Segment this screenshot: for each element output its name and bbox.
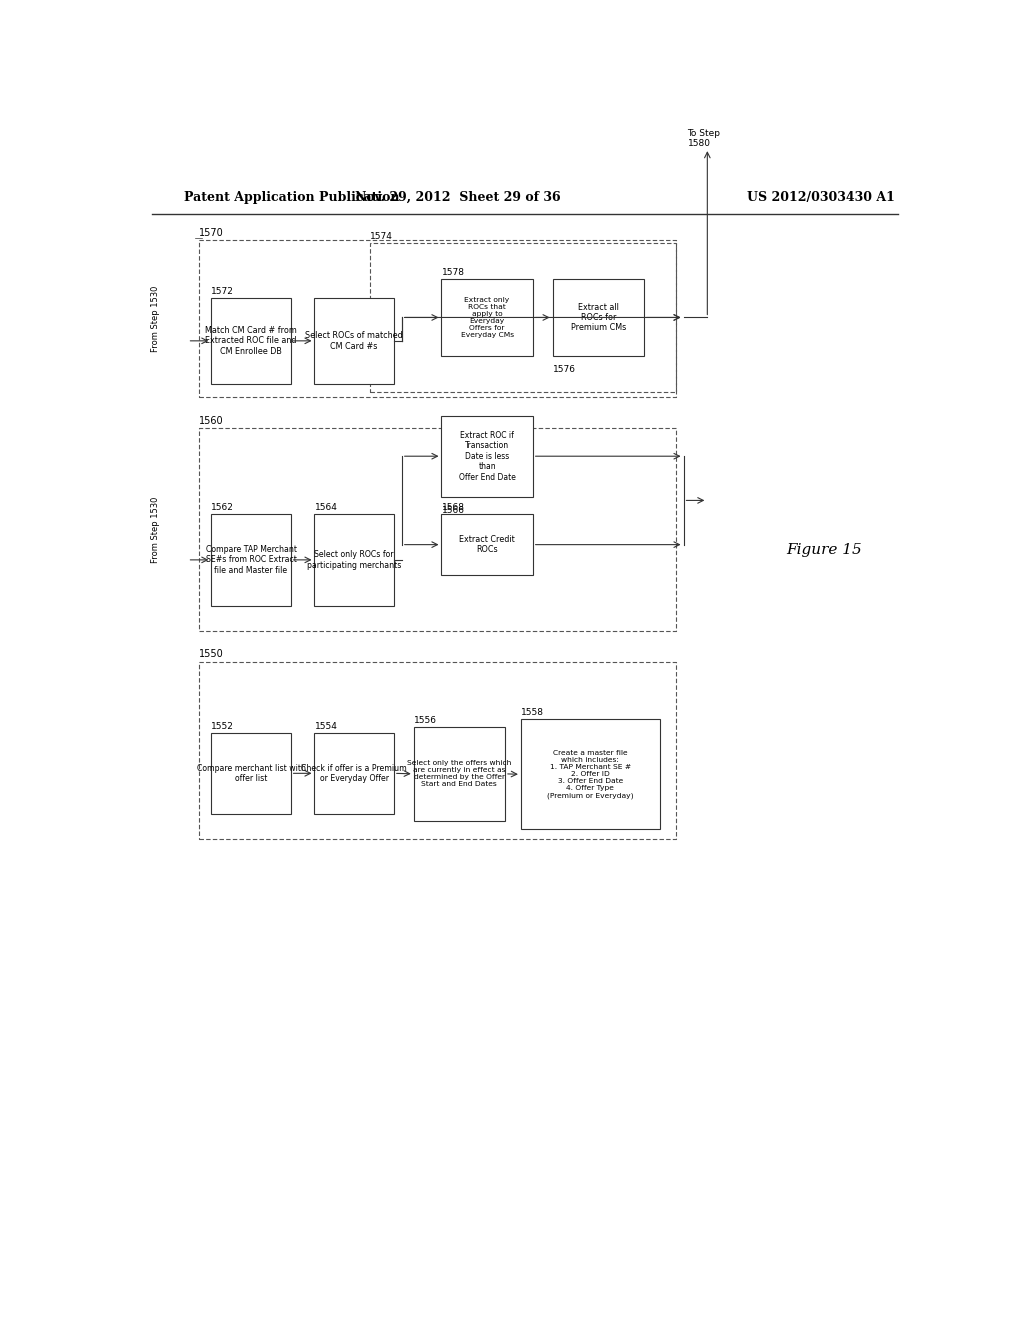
FancyBboxPatch shape [211,297,291,384]
Text: US 2012/0303430 A1: US 2012/0303430 A1 [748,190,895,203]
FancyBboxPatch shape [314,297,394,384]
Text: 1578: 1578 [441,268,465,277]
Text: 1556: 1556 [414,715,436,725]
FancyBboxPatch shape [211,515,291,606]
Text: 1570: 1570 [200,227,224,238]
Text: To Step
1580: To Step 1580 [687,129,721,148]
Text: 1564: 1564 [314,503,337,512]
Text: Extract only
ROCs that
apply to
Everyday
Offers for
Everyday CMs: Extract only ROCs that apply to Everyday… [461,297,514,338]
FancyBboxPatch shape [441,416,532,496]
Text: 1574: 1574 [370,232,393,240]
Text: Select only ROCs for
participating merchants: Select only ROCs for participating merch… [307,550,401,569]
Text: Compare merchant list with
offer list: Compare merchant list with offer list [197,764,305,783]
Text: Nov. 29, 2012  Sheet 29 of 36: Nov. 29, 2012 Sheet 29 of 36 [354,190,560,203]
Text: Compare TAP Merchant
SE#s from ROC Extract
file and Master file: Compare TAP Merchant SE#s from ROC Extra… [206,545,297,574]
Text: From Step 1530: From Step 1530 [152,285,161,351]
Text: 1562: 1562 [211,503,234,512]
Text: 1576: 1576 [553,364,575,374]
Text: Patent Application Publication: Patent Application Publication [183,190,399,203]
Text: Figure 15: Figure 15 [786,543,862,557]
Text: Check if offer is a Premium
or Everyday Offer: Check if offer is a Premium or Everyday … [301,764,408,783]
Text: 1550: 1550 [200,649,224,660]
Text: 1572: 1572 [211,286,234,296]
FancyBboxPatch shape [211,733,291,814]
Text: Select ROCs of matched
CM Card #s: Select ROCs of matched CM Card #s [305,331,403,351]
Text: 1560: 1560 [200,416,224,426]
FancyBboxPatch shape [441,280,532,355]
FancyBboxPatch shape [553,280,644,355]
Text: Create a master file
which includes:
1. TAP Merchant SE #
2. Offer ID
3. Offer E: Create a master file which includes: 1. … [547,750,634,799]
Text: Select only the offers which
are currently in effect as
determined by the Offer
: Select only the offers which are current… [408,760,512,787]
Text: Extract ROC if
Transaction
Date is less
than
Offer End Date: Extract ROC if Transaction Date is less … [459,430,515,482]
FancyBboxPatch shape [521,719,659,829]
FancyBboxPatch shape [314,515,394,606]
Text: 1566: 1566 [441,506,465,515]
Text: Extract Credit
ROCs: Extract Credit ROCs [459,535,515,554]
FancyBboxPatch shape [441,515,532,576]
Text: 1558: 1558 [521,709,544,718]
Text: 1554: 1554 [314,722,337,731]
Text: Extract all
ROCs for
Premium CMs: Extract all ROCs for Premium CMs [570,302,626,333]
Text: From Step 1530: From Step 1530 [152,496,161,562]
FancyBboxPatch shape [414,726,505,821]
Text: 1568: 1568 [441,503,465,512]
Text: 1552: 1552 [211,722,234,731]
FancyBboxPatch shape [314,733,394,814]
Text: Match CM Card # from
Extracted ROC file and
CM Enrollee DB: Match CM Card # from Extracted ROC file … [205,326,297,356]
